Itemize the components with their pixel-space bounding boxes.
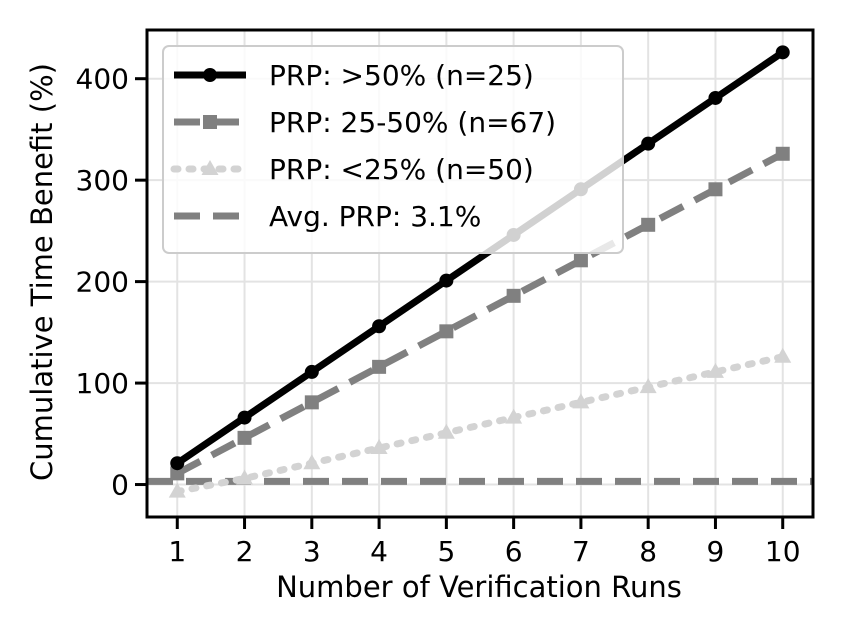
data-point: [303, 454, 321, 470]
series-line: [175, 49, 785, 467]
legend-entry-2: PRP: 25-50% (n=67): [174, 106, 556, 139]
data-point: [775, 45, 790, 60]
x-axis-label: Number of Verification Runs: [276, 570, 682, 604]
data-point: [370, 439, 388, 455]
y-tick-label: 300: [76, 164, 129, 197]
data-point: [639, 378, 657, 394]
data-point: [708, 90, 723, 105]
x-tick-label: 8: [639, 535, 657, 568]
series-1: [170, 45, 790, 471]
data-point: [572, 393, 590, 409]
series-line: [173, 353, 787, 496]
data-point: [237, 410, 252, 425]
legend-marker: [203, 68, 217, 82]
data-point: [237, 430, 252, 445]
data-point: [775, 146, 790, 161]
legend-label: PRP: >50% (n=25): [269, 59, 534, 92]
legend-label: PRP: <25% (n=50): [269, 153, 534, 186]
x-tick-label: 7: [572, 535, 590, 568]
y-tick-label: 400: [76, 63, 129, 96]
legend-label: Avg. PRP: 3.1%: [269, 200, 481, 233]
data-point: [573, 253, 588, 268]
x-tick-label: 1: [168, 535, 186, 568]
data-point: [304, 395, 319, 410]
data-point: [708, 182, 723, 197]
x-tick-label: 9: [707, 535, 725, 568]
plot-frame: [145, 28, 815, 519]
legend-label: PRP: 25-50% (n=67): [269, 106, 556, 139]
x-tick-label: 6: [505, 535, 523, 568]
y-tick-label: 100: [76, 367, 129, 400]
legend-marker: [201, 160, 219, 175]
legend-marker: [203, 115, 217, 129]
data-point: [641, 217, 656, 232]
x-axis-ticks: 1 2 3 4 5 6 7 8 9 10: [168, 517, 801, 568]
legend: PRP: >50% (n=25) PRP: 25-50% (n=67) PRP: <…: [162, 45, 624, 254]
x-tick-label: 4: [370, 535, 388, 568]
data-point: [170, 466, 185, 481]
legend-box: [162, 45, 624, 254]
legend-entry-4: Avg. PRP: 3.1%: [174, 200, 481, 233]
data-point: [372, 359, 387, 374]
y-tick-label: 0: [111, 469, 129, 502]
y-axis-label: Cumulative Time Benefit (%): [25, 63, 59, 481]
y-axis-ticks: 0 100 200 300 400: [76, 63, 147, 502]
data-point: [372, 319, 387, 334]
x-tick-label: 3: [303, 535, 321, 568]
data-point: [506, 288, 521, 303]
data-point: [706, 362, 724, 378]
series-2: [170, 146, 790, 481]
data-point: [437, 423, 455, 439]
data-point: [439, 324, 454, 339]
data-point: [641, 136, 656, 151]
data-point: [304, 364, 319, 379]
legend-entry-1: PRP: >50% (n=25): [174, 59, 534, 92]
x-tick-label: 2: [236, 535, 254, 568]
data-point: [439, 273, 454, 288]
series-layer: [168, 45, 792, 498]
legend-entry-3: PRP: <25% (n=50): [170, 153, 534, 186]
y-tick-label: 200: [76, 266, 129, 299]
series-3: [168, 347, 792, 498]
data-point: [505, 408, 523, 424]
series-line: [175, 150, 785, 477]
data-point: [168, 482, 186, 498]
data-point: [236, 469, 254, 485]
x-tick-label: 10: [765, 535, 801, 568]
x-tick-label: 5: [437, 535, 455, 568]
data-point: [170, 456, 185, 471]
data-point: [774, 347, 792, 363]
